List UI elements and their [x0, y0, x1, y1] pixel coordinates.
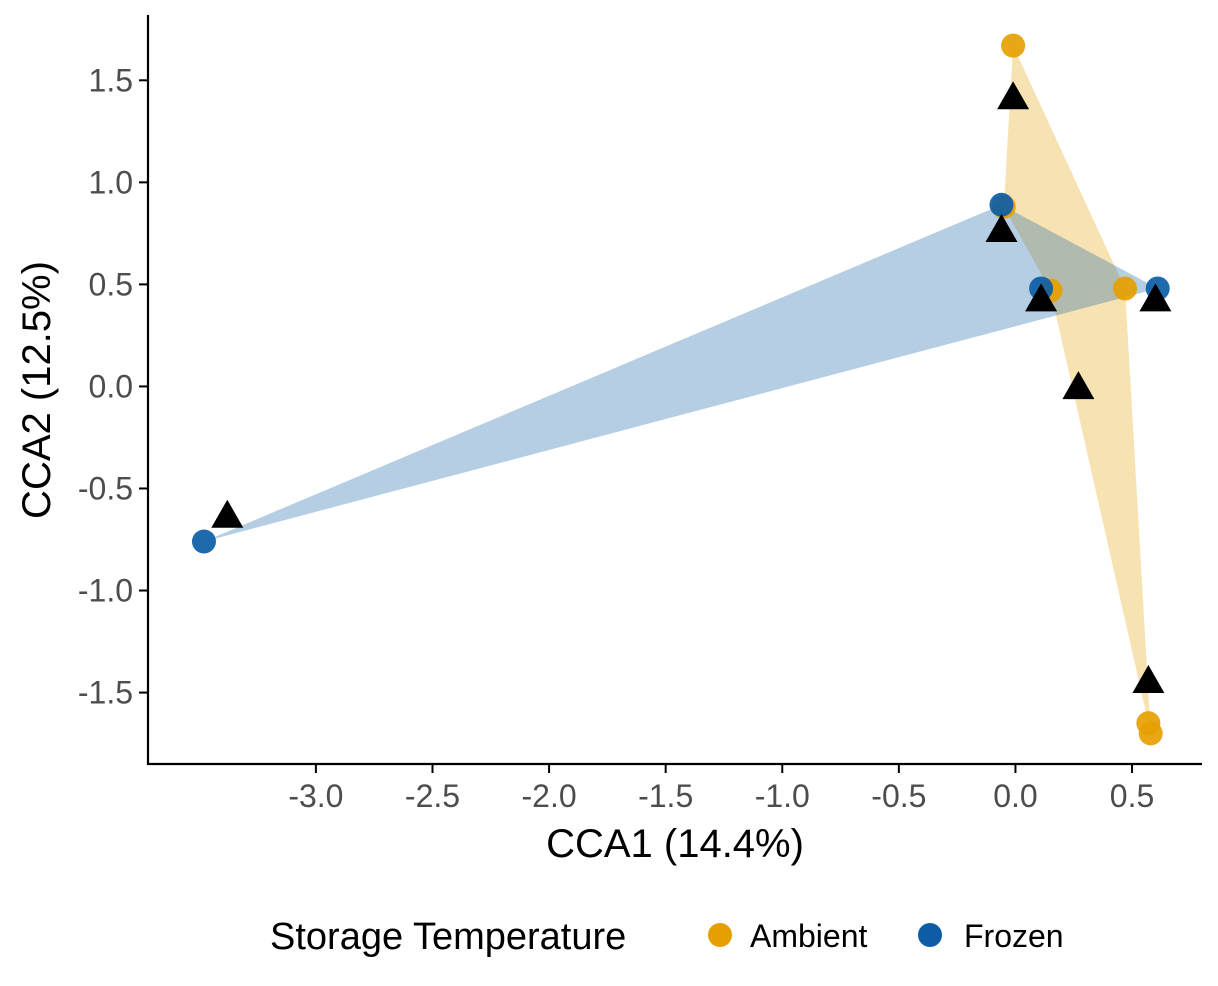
- legend-label-frozen: Frozen: [964, 918, 1064, 954]
- x-tick-label: -3.0: [288, 778, 343, 814]
- triangle-marker-2: [1025, 283, 1058, 312]
- point-ambient-0: [1001, 33, 1026, 58]
- triangle-marker-6: [1132, 665, 1165, 693]
- data-points: [191, 33, 1170, 746]
- x-tick-label: -1.0: [755, 778, 810, 814]
- y-tick-label: 1.5: [89, 62, 133, 98]
- x-axis-title: CCA1 (14.4%): [546, 822, 804, 866]
- y-tick-label: 0.5: [89, 266, 133, 302]
- legend-key-frozen: [918, 923, 942, 947]
- y-axis-title: CCA2 (12.5%): [15, 261, 59, 519]
- legend: Storage Temperature Ambient Frozen: [270, 916, 1064, 958]
- x-tick-label: 0.5: [1110, 778, 1154, 814]
- point-ambient-2: [1113, 276, 1138, 301]
- group-hulls: [204, 45, 1158, 734]
- triangle-marker-3: [1139, 283, 1172, 312]
- legend-title: Storage Temperature: [270, 916, 626, 958]
- y-tick-label: 1.0: [89, 164, 133, 200]
- y-tick-label: -1.0: [78, 573, 133, 609]
- triangle-marker-4: [1062, 371, 1095, 400]
- x-tick-label: -2.5: [405, 778, 460, 814]
- y-tick-label: -0.5: [78, 470, 133, 506]
- triangle-markers: [211, 81, 1172, 693]
- triangle-marker-0: [997, 81, 1030, 110]
- legend-key-ambient: [708, 923, 732, 947]
- x-tick-label: -1.5: [638, 778, 693, 814]
- y-tick-label: 0.0: [89, 368, 133, 404]
- triangle-marker-5: [211, 499, 244, 528]
- x-tick-label: -2.0: [522, 778, 577, 814]
- point-ambient-4: [1138, 721, 1163, 746]
- legend-label-ambient: Ambient: [750, 918, 868, 954]
- point-frozen-0: [191, 529, 216, 554]
- x-tick-label: 0.0: [993, 778, 1037, 814]
- y-axis-ticks: -1.5 -1.0 -0.5 0.0 0.5 1.0 1.5: [78, 62, 148, 711]
- x-axis-ticks: -3.0 -2.5 -2.0 -1.5 -1.0 -0.5 0.0 0.5: [288, 764, 1154, 814]
- hull-frozen: [204, 204, 1158, 542]
- x-tick-label: -0.5: [871, 778, 926, 814]
- triangle-marker-1: [985, 214, 1018, 242]
- y-tick-label: -1.5: [78, 675, 133, 711]
- point-frozen-1: [989, 192, 1014, 217]
